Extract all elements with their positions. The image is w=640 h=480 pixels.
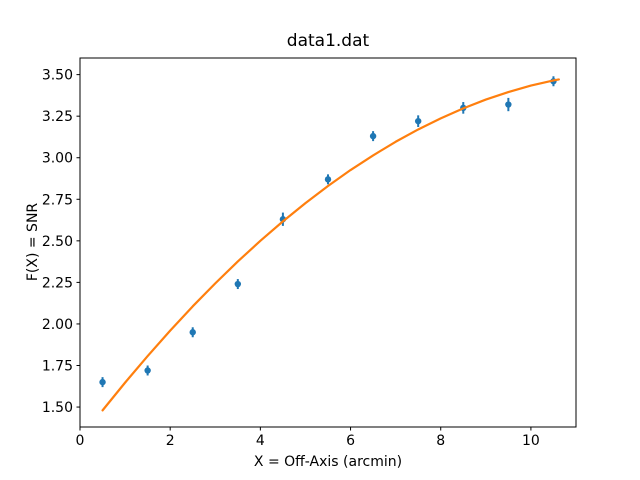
y-tick-label: 2.25: [42, 275, 73, 291]
data-point-marker: [369, 132, 377, 140]
y-tick-label: 2.00: [42, 317, 73, 333]
data-point-marker: [505, 101, 512, 108]
x-axis-label: X = Off-Axis (arcmin): [254, 454, 402, 470]
data-point-marker: [144, 367, 151, 374]
y-axis-label: F(X) = SNR: [25, 203, 41, 282]
fit-curve: [101, 78, 560, 412]
y-tick-label: 2.75: [42, 192, 73, 208]
data-point-marker: [414, 117, 422, 125]
plot-area: 0 2 4 6 8 10 1.50 1.75 2.00 2.25 2.50 2.75 3.00 3.25 3…: [42, 57, 577, 449]
data-point-marker: [234, 280, 242, 288]
x-tick-label: 6: [346, 433, 355, 449]
x-tick-label: 8: [436, 433, 445, 449]
x-tick-label: 0: [76, 433, 85, 449]
y-tick-label: 3.00: [42, 151, 73, 167]
data-point-marker: [324, 176, 332, 183]
data-point-marker: [189, 329, 196, 336]
data-point-marker: [99, 378, 106, 386]
y-tick-label: 1.75: [42, 359, 73, 375]
chart-title: data1.dat: [287, 31, 370, 51]
x-tick-label: 2: [166, 433, 175, 449]
x-tick-label: 10: [522, 433, 540, 449]
y-tick-label: 3.25: [42, 109, 73, 125]
axes-frame: [79, 57, 577, 428]
x-tick-label: 4: [256, 433, 265, 449]
y-tick-label: 3.50: [42, 68, 73, 84]
y-tick-label: 2.50: [42, 234, 73, 250]
y-tick-label: 1.50: [42, 400, 73, 416]
